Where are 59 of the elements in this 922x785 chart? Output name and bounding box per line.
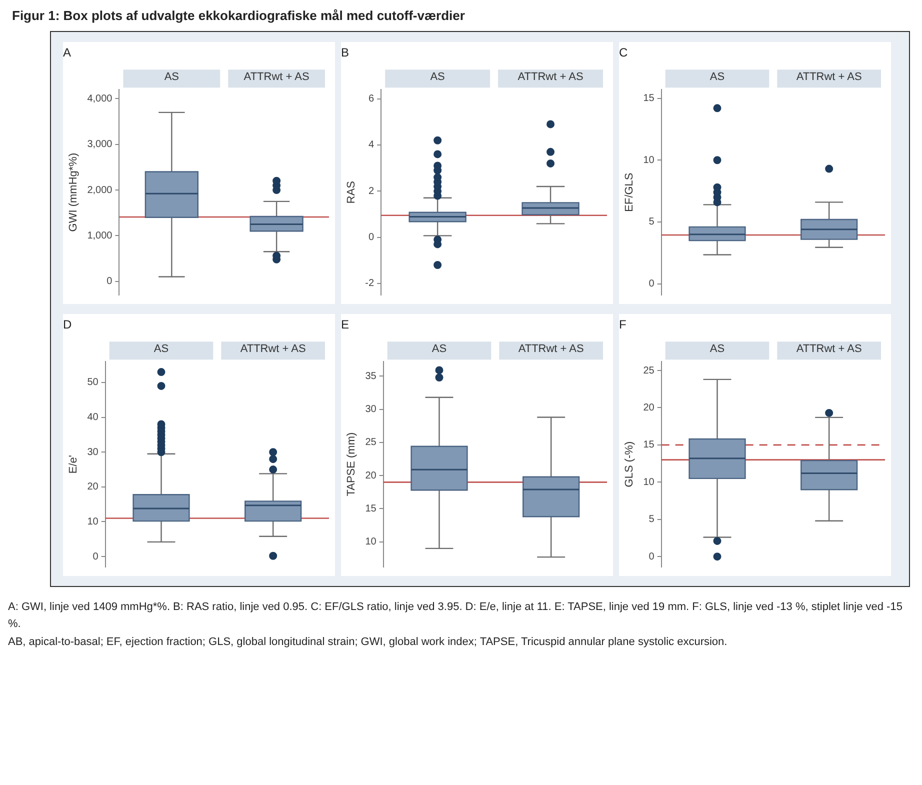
x-tick-label: ATTRwt + AS [518,71,584,84]
y-tick-label: 35 [365,370,377,382]
y-tick-label: -2 [365,278,375,290]
x-tick-label: AS [430,71,445,84]
y-tick-label: 3,000 [87,139,113,150]
y-tick-label: 10 [87,516,99,528]
y-axis-title: GWI (mmHg*%) [68,152,80,232]
y-tick-label: 0 [648,278,655,290]
chart-title: C [619,46,628,60]
y-tick-label: 25 [643,365,655,376]
y-tick-label: 25 [365,437,377,448]
x-tick-label: ATTRwt + AS [240,343,306,356]
chart-title: B [341,46,350,60]
y-tick-label: 10 [365,536,377,548]
y-tick-label: 0 [92,551,99,562]
x-tick-label: AS [164,71,180,84]
y-tick-label: 0 [368,232,375,244]
x-tick-label: ATTRwt + AS [244,71,310,84]
y-axis-title: RAS [346,180,358,204]
y-tick-label: 2,000 [87,184,113,196]
chart-title: F [619,318,626,332]
y-tick-label: 30 [87,446,99,458]
text: AB, apical-to-basal; EF, ejection fraction; GLS, global longitudinal strain; GWI, global work index; TAPSE, Tricuspid annular plane systolic excursion. [8,635,728,650]
y-tick-label: 6 [368,94,375,105]
y-tick-label: 0 [648,551,655,562]
y-tick-label: 20 [365,470,377,482]
y-tick-label: 15 [365,503,377,514]
y-tick-label: 10 [643,154,655,166]
text: A: GWI, linje ved 1409 mmHg*%. B: RAS ratio, linje ved 0.95. C: EF/GLS ratio, linje ved 3.95. D: E/e, linje at 11. E: TAPSE, linje ved 19 mm. F: GLS, linje ved -13 %, stiplet linje ved -15 %. [8,600,904,632]
y-axis-title: GLS (-%) [624,441,636,488]
chart-title: E [341,318,350,332]
y-tick-label: 4,000 [87,93,113,104]
y-axis-title: EF/GLS [624,172,636,212]
y-tick-label: 20 [643,402,655,414]
y-tick-label: 15 [643,93,655,104]
y-tick-label: 15 [643,440,655,451]
y-tick-label: 1,000 [87,230,113,242]
y-tick-label: 5 [648,216,655,228]
x-tick-label: ATTRwt + AS [518,343,584,356]
x-tick-label: AS [710,71,725,84]
chart-title: A [63,46,72,60]
x-tick-label: AS [710,343,725,356]
y-tick-label: 30 [365,404,377,416]
y-tick-label: 20 [87,482,99,493]
chart-title: D [63,318,72,332]
y-tick-label: 2 [368,186,375,197]
y-axis-title: TAPSE (mm) [346,432,358,496]
x-tick-label: AS [432,343,447,356]
text: Figur 1: Box plots af udvalgte ekkokardiografiske mål med cutoff-værdier [12,8,466,23]
y-tick-label: 10 [643,476,655,488]
y-tick-label: 5 [648,514,655,526]
y-tick-label: 40 [87,412,99,424]
y-axis-title: E/e' [68,454,80,474]
x-tick-label: ATTRwt + AS [796,71,862,84]
x-tick-label: ATTRwt + AS [796,343,862,356]
x-tick-label: AS [154,343,169,356]
y-tick-label: 50 [87,377,99,388]
y-tick-label: 0 [106,276,113,288]
y-tick-label: 4 [368,140,375,151]
